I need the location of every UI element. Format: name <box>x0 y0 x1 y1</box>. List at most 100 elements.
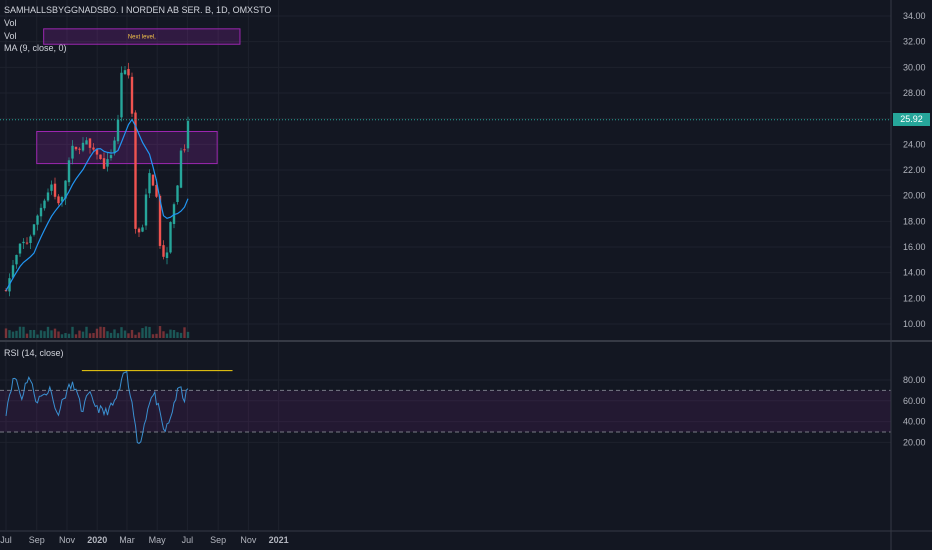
vol-legend[interactable]: Vol <box>4 18 17 28</box>
candle-body <box>144 194 148 226</box>
candle-body <box>134 112 137 229</box>
volume-bar <box>60 334 64 338</box>
volume-bar <box>92 332 95 338</box>
volume-bar <box>74 334 78 338</box>
rsi-tick-label: 60.00 <box>903 396 926 406</box>
volume-bar <box>155 333 158 338</box>
rsi-tick-label: 80.00 <box>903 375 926 385</box>
price-tick-label: 28.00 <box>903 88 926 98</box>
volume-bar <box>127 333 130 338</box>
volume-bar <box>50 330 53 338</box>
candle-body <box>141 227 144 232</box>
rsi-tick-label: 20.00 <box>903 437 926 447</box>
volume-bar <box>148 326 151 338</box>
rsi-legend[interactable]: RSI (14, close) <box>4 348 64 358</box>
price-tick-label: 34.00 <box>903 11 926 21</box>
candle-body <box>183 149 186 151</box>
volume-bar <box>176 332 179 338</box>
ma-legend[interactable]: MA (9, close, 0) <box>4 43 67 53</box>
volume-bar <box>53 328 57 338</box>
time-tick-label: Jul <box>0 535 12 545</box>
volume-bar <box>78 330 81 338</box>
candle-body <box>116 119 120 142</box>
volume-bar <box>36 334 39 338</box>
volume-bar <box>169 329 172 338</box>
price-tick-label: 22.00 <box>903 165 926 175</box>
time-tick-label: Nov <box>59 535 76 545</box>
candle-body <box>43 200 46 209</box>
candle-body <box>74 146 78 150</box>
candle-body <box>179 150 183 188</box>
volume-bar <box>64 333 67 338</box>
volume-bar <box>32 329 36 338</box>
volume-bar <box>144 326 148 338</box>
volume-bar <box>172 329 176 338</box>
candle-body <box>106 159 109 167</box>
candle-body <box>29 236 32 244</box>
volume-bar <box>22 326 25 338</box>
volume-bar <box>29 329 32 338</box>
next-level-zone[interactable] <box>43 28 241 45</box>
candle-body <box>64 180 67 199</box>
candle-body <box>53 183 57 197</box>
volume-bar <box>57 331 60 338</box>
volume-bar <box>162 331 165 338</box>
volume-bar <box>99 326 102 338</box>
candle-body <box>162 245 165 257</box>
price-tick-label: 12.00 <box>903 293 926 303</box>
candle-body <box>46 192 50 201</box>
time-tick-label: Sep <box>29 535 45 545</box>
candle-body <box>60 196 64 202</box>
candle-body <box>18 243 22 254</box>
rsi-band <box>0 390 891 432</box>
candle-body <box>11 265 15 278</box>
volume-bar <box>116 333 120 338</box>
candle-body <box>67 160 71 183</box>
candle-body <box>99 154 102 160</box>
volume-bar <box>130 329 134 338</box>
candle-body <box>78 148 81 150</box>
volume-bar <box>46 326 50 338</box>
candle-body <box>81 142 85 151</box>
volume-bar <box>18 326 22 338</box>
candle-body <box>176 185 179 202</box>
time-tick-label: May <box>149 535 167 545</box>
volume-bar <box>158 326 162 338</box>
candle-body <box>22 241 25 244</box>
volume-bar <box>8 330 11 338</box>
volume-bar <box>95 328 99 338</box>
price-tick-label: 16.00 <box>903 242 926 252</box>
support-resistance-zone[interactable] <box>36 131 218 165</box>
volume-bar <box>186 331 190 338</box>
candle-body <box>92 147 95 150</box>
candle-body <box>148 173 151 194</box>
volume-bar <box>109 332 113 338</box>
price-tick-label: 32.00 <box>903 37 926 47</box>
volume-bar <box>25 333 29 338</box>
time-tick-label: Mar <box>119 535 135 545</box>
volume-bar <box>11 331 15 338</box>
volume-bar <box>4 328 8 338</box>
time-tick-label: 2021 <box>269 535 289 545</box>
vol-legend-2[interactable]: Vol <box>4 31 17 41</box>
price-tick-label: 20.00 <box>903 191 926 201</box>
candle-body <box>88 138 92 148</box>
candle-body <box>186 120 190 149</box>
candle-body <box>151 174 155 186</box>
symbol-legend[interactable]: SAMHALLSBYGGNADSBO. I NORDEN AB SER. B, … <box>4 5 272 15</box>
volume-bar <box>123 330 127 338</box>
volume-bar <box>141 328 144 338</box>
candle-body <box>25 242 29 244</box>
candle-body <box>32 224 36 235</box>
price-tick-label: 14.00 <box>903 268 926 278</box>
candle-body <box>95 149 99 155</box>
price-axis: 10.00 12.00 14.00 16.00 18.00 20.00 22.00 24.00… <box>903 11 926 329</box>
volume-bar <box>43 331 46 338</box>
volume-bar <box>137 332 141 338</box>
volume-bar <box>120 327 123 338</box>
price-tick-label: 24.00 <box>903 139 926 149</box>
candle-body <box>15 254 18 265</box>
candle-body <box>36 215 39 225</box>
